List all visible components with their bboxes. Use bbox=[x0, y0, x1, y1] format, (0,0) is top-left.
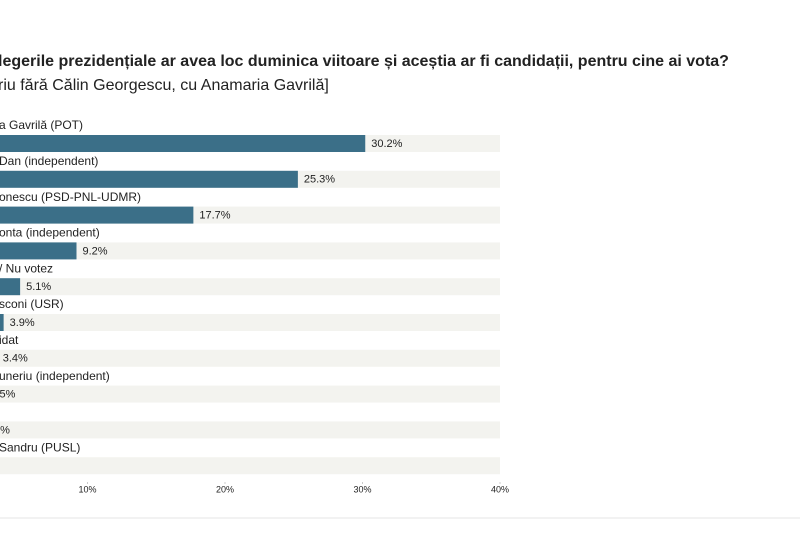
x-tick-label: 20% bbox=[216, 484, 234, 494]
bar bbox=[0, 278, 21, 296]
value-label: 5.1% bbox=[26, 281, 51, 293]
chart-subtitle: riu fără Călin Georgescu, cu Anamaria Ga… bbox=[0, 77, 329, 94]
category-label: / Nu votez bbox=[0, 261, 53, 275]
value-label: 25.3% bbox=[304, 174, 335, 186]
chart-title: legerile prezidențiale ar avea loc dumin… bbox=[0, 53, 729, 70]
value-label: 3.9% bbox=[10, 317, 35, 329]
value-label: 3.4% bbox=[3, 353, 28, 365]
bar bbox=[0, 314, 4, 331]
bar bbox=[0, 135, 366, 152]
category-label: Sandru (PUSL) bbox=[0, 440, 80, 454]
category-label: a Gavrilă (POT) bbox=[0, 118, 83, 132]
category-label: onescu (PSD-PNL-UDMR) bbox=[0, 190, 141, 204]
x-tick-label: 10% bbox=[78, 484, 96, 494]
bar-track bbox=[0, 242, 500, 260]
bar bbox=[0, 170, 298, 188]
value-label: 9.2% bbox=[83, 245, 108, 257]
bar-track bbox=[0, 349, 500, 367]
x-tick-label: 40% bbox=[491, 484, 509, 494]
bar-track bbox=[0, 421, 500, 439]
category-label: idat bbox=[0, 333, 19, 347]
x-tick-label: 30% bbox=[353, 484, 371, 494]
category-label: onta (independent) bbox=[0, 226, 100, 240]
bar-track bbox=[0, 385, 500, 403]
value-label: 2.1% bbox=[0, 424, 10, 436]
bar-track bbox=[0, 457, 500, 475]
bar-track bbox=[0, 278, 500, 296]
bar-track bbox=[0, 314, 500, 331]
bar bbox=[0, 242, 77, 260]
value-label: 30.2% bbox=[371, 138, 402, 150]
value-label: 17.7% bbox=[199, 210, 230, 222]
bar bbox=[0, 206, 194, 224]
category-label: uneriu (independent) bbox=[0, 369, 110, 383]
category-label: sconi (USR) bbox=[0, 297, 64, 311]
value-label: 2.5% bbox=[0, 389, 16, 401]
category-label: Dan (independent) bbox=[0, 154, 98, 168]
